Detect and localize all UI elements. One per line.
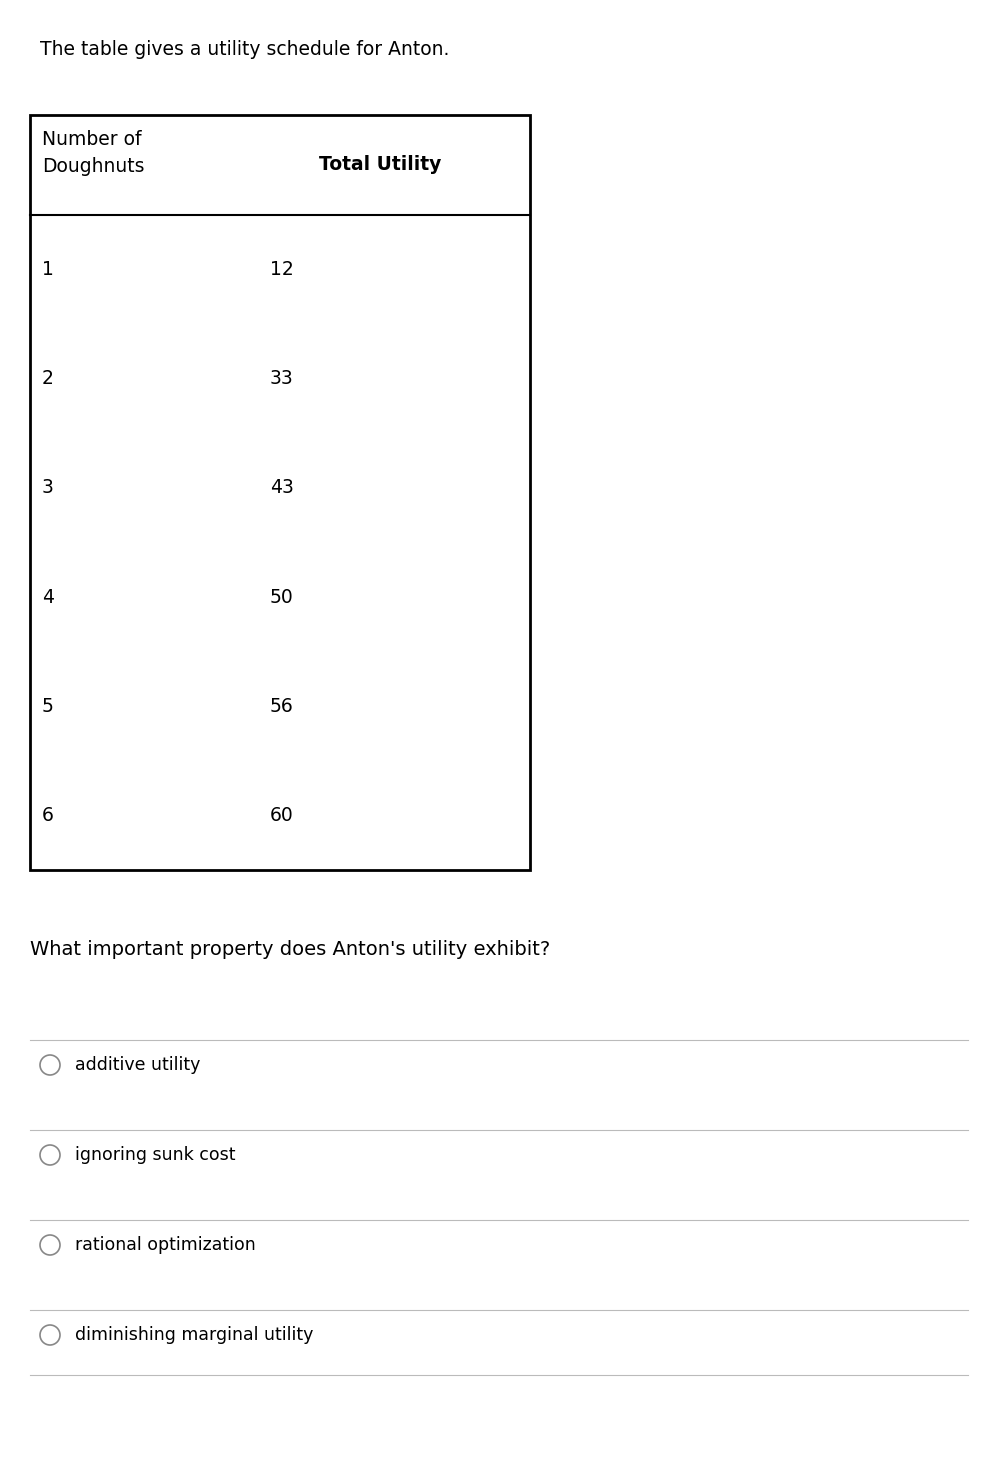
Text: Number of
Doughnuts: Number of Doughnuts (42, 130, 145, 175)
Bar (30, 115, 530, 870)
Text: diminishing marginal utility: diminishing marginal utility (75, 1326, 313, 1345)
Text: 2: 2 (42, 369, 54, 388)
Text: Total Utility: Total Utility (318, 156, 441, 175)
Text: 50: 50 (270, 587, 293, 606)
Text: 6: 6 (42, 806, 54, 825)
Text: What important property does Anton's utility exhibit?: What important property does Anton's uti… (30, 940, 550, 959)
Text: additive utility: additive utility (75, 1056, 201, 1075)
Text: 60: 60 (270, 806, 293, 825)
Text: ignoring sunk cost: ignoring sunk cost (75, 1146, 236, 1164)
Text: 33: 33 (270, 369, 293, 388)
Text: 56: 56 (270, 696, 293, 715)
Text: 1: 1 (42, 260, 54, 279)
Text: 12: 12 (270, 260, 293, 279)
Text: 4: 4 (42, 587, 54, 606)
Text: The table gives a utility schedule for Anton.: The table gives a utility schedule for A… (40, 39, 449, 58)
Text: 3: 3 (42, 479, 54, 498)
Text: 5: 5 (42, 696, 54, 715)
Text: rational optimization: rational optimization (75, 1237, 255, 1254)
Text: 43: 43 (270, 479, 293, 498)
